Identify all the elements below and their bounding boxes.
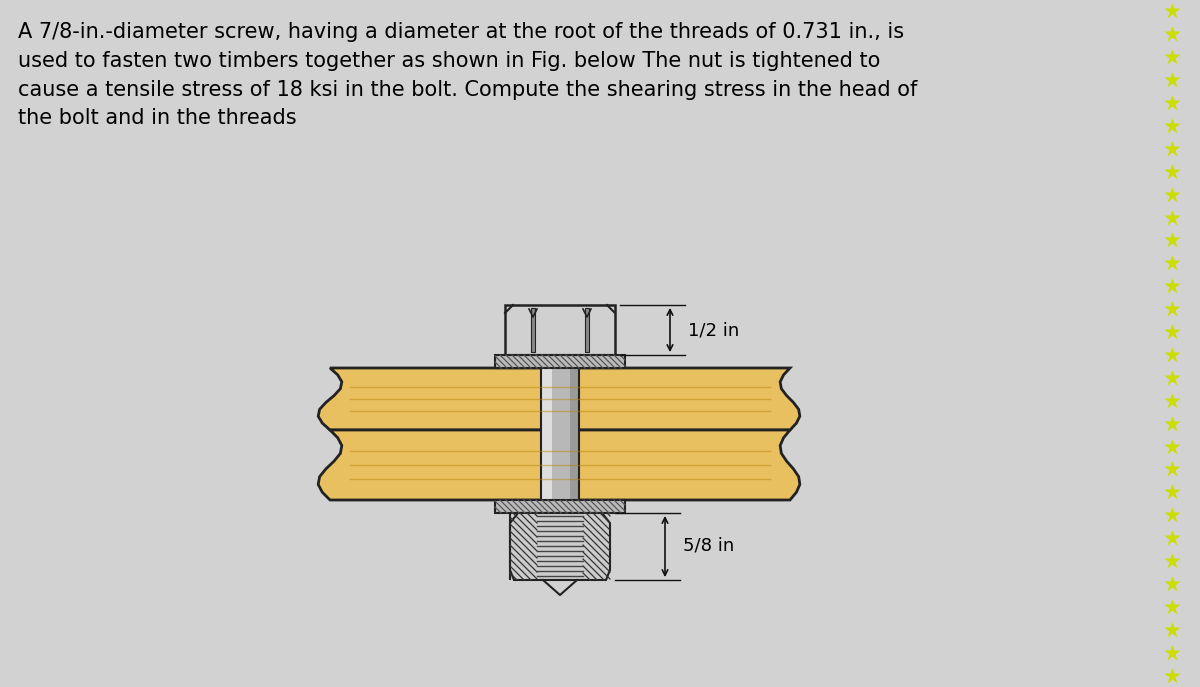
Bar xyxy=(496,355,625,368)
Text: 5/8 in: 5/8 in xyxy=(683,537,734,555)
Bar xyxy=(570,355,580,513)
Polygon shape xyxy=(510,513,610,580)
Text: 1/2 in: 1/2 in xyxy=(688,321,739,339)
Polygon shape xyxy=(318,430,800,500)
Bar xyxy=(530,308,535,352)
Bar xyxy=(505,305,616,355)
Text: A 7/8-in.-diameter screw, having a diameter at the root of the threads of 0.731 : A 7/8-in.-diameter screw, having a diame… xyxy=(18,22,917,128)
Bar xyxy=(541,355,580,513)
Bar xyxy=(541,355,580,513)
Polygon shape xyxy=(318,368,800,430)
Bar xyxy=(541,355,552,513)
Bar xyxy=(496,500,625,513)
Bar xyxy=(586,308,589,352)
